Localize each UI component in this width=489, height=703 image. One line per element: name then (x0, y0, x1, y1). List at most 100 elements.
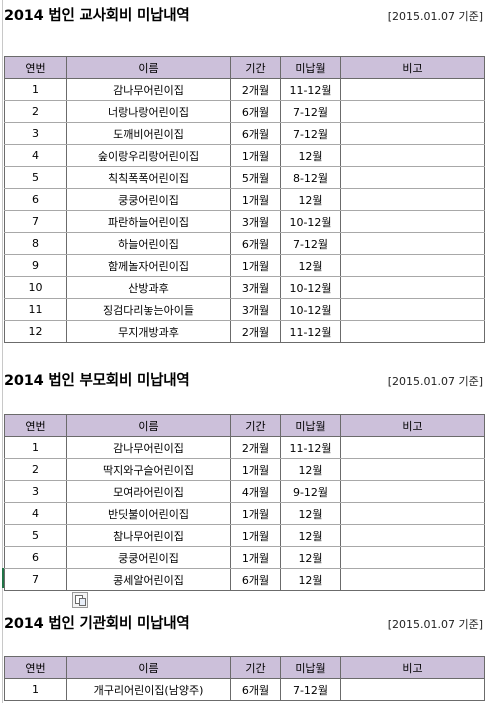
paste-options-icon[interactable] (72, 592, 88, 608)
cell-name[interactable]: 파란하늘어린이집 (66, 210, 231, 233)
cell-name[interactable]: 징검다리놓는아이들 (66, 298, 231, 321)
cell-no[interactable]: 3 (4, 122, 67, 145)
cell-period[interactable]: 1개월 (230, 546, 281, 569)
cell-unpaid-months[interactable]: 9-12월 (280, 480, 341, 503)
cell-name[interactable]: 참나무어린이집 (66, 524, 231, 547)
cell-name[interactable]: 반딧불이어린이집 (66, 502, 231, 525)
cell-period[interactable]: 6개월 (230, 100, 281, 123)
cell-unpaid-months[interactable]: 10-12월 (280, 298, 341, 321)
cell-period[interactable]: 1개월 (230, 188, 281, 211)
cell-no[interactable]: 7 (4, 568, 67, 591)
col-header-unpaid-months[interactable]: 미납월 (280, 656, 341, 679)
cell-name[interactable]: 숲이랑우리랑어린이집 (66, 144, 231, 167)
cell-no[interactable]: 4 (4, 144, 67, 167)
cell-note[interactable] (340, 166, 485, 189)
cell-no[interactable]: 6 (4, 188, 67, 211)
cell-note[interactable] (340, 436, 485, 459)
cell-no[interactable]: 2 (4, 458, 67, 481)
cell-period[interactable]: 6개월 (230, 568, 281, 591)
col-header-unpaid-months[interactable]: 미납월 (280, 414, 341, 437)
cell-note[interactable] (340, 254, 485, 277)
cell-name[interactable]: 도깨비어린이집 (66, 122, 231, 145)
cell-unpaid-months[interactable]: 12월 (280, 144, 341, 167)
cell-note[interactable] (340, 144, 485, 167)
cell-note[interactable] (340, 276, 485, 299)
col-header-name[interactable]: 이름 (66, 56, 231, 79)
cell-unpaid-months[interactable]: 12월 (280, 458, 341, 481)
cell-name[interactable]: 모여라어린이집 (66, 480, 231, 503)
cell-unpaid-months[interactable]: 7-12월 (280, 232, 341, 255)
cell-unpaid-months[interactable]: 11-12월 (280, 78, 341, 101)
cell-unpaid-months[interactable]: 8-12월 (280, 166, 341, 189)
cell-no[interactable]: 1 (4, 436, 67, 459)
cell-period[interactable]: 2개월 (230, 436, 281, 459)
cell-period[interactable]: 6개월 (230, 122, 281, 145)
cell-unpaid-months[interactable]: 7-12월 (280, 122, 341, 145)
col-header-period[interactable]: 기간 (230, 56, 281, 79)
cell-unpaid-months[interactable]: 7-12월 (280, 678, 341, 701)
cell-no[interactable]: 6 (4, 546, 67, 569)
cell-name[interactable]: 칙칙폭폭어린이집 (66, 166, 231, 189)
cell-note[interactable] (340, 678, 485, 701)
col-header-note[interactable]: 비고 (340, 56, 485, 79)
cell-period[interactable]: 3개월 (230, 298, 281, 321)
cell-no[interactable]: 8 (4, 232, 67, 255)
cell-period[interactable]: 2개월 (230, 320, 281, 343)
cell-no[interactable]: 1 (4, 678, 67, 701)
cell-period[interactable]: 5개월 (230, 166, 281, 189)
cell-unpaid-months[interactable]: 12월 (280, 254, 341, 277)
cell-period[interactable]: 1개월 (230, 524, 281, 547)
cell-note[interactable] (340, 320, 485, 343)
cell-note[interactable] (340, 232, 485, 255)
cell-name[interactable]: 무지개방과후 (66, 320, 231, 343)
cell-no[interactable]: 2 (4, 100, 67, 123)
cell-unpaid-months[interactable]: 12월 (280, 502, 341, 525)
col-header-period[interactable]: 기간 (230, 656, 281, 679)
cell-name[interactable]: 감나무어린이집 (66, 436, 231, 459)
cell-no[interactable]: 7 (4, 210, 67, 233)
cell-name[interactable]: 콩세알어린이집 (66, 568, 231, 591)
cell-no[interactable]: 1 (4, 78, 67, 101)
col-header-name[interactable]: 이름 (66, 414, 231, 437)
cell-period[interactable]: 1개월 (230, 458, 281, 481)
cell-name[interactable]: 감나무어린이집 (66, 78, 231, 101)
col-header-period[interactable]: 기간 (230, 414, 281, 437)
cell-period[interactable]: 6개월 (230, 678, 281, 701)
col-header-note[interactable]: 비고 (340, 656, 485, 679)
cell-period[interactable]: 3개월 (230, 276, 281, 299)
cell-period[interactable]: 4개월 (230, 480, 281, 503)
cell-period[interactable]: 2개월 (230, 78, 281, 101)
cell-no[interactable]: 4 (4, 502, 67, 525)
cell-note[interactable] (340, 568, 485, 591)
col-header-name[interactable]: 이름 (66, 656, 231, 679)
cell-note[interactable] (340, 122, 485, 145)
cell-period[interactable]: 1개월 (230, 144, 281, 167)
cell-unpaid-months[interactable]: 12월 (280, 524, 341, 547)
cell-note[interactable] (340, 502, 485, 525)
cell-unpaid-months[interactable]: 10-12월 (280, 210, 341, 233)
cell-name[interactable]: 개구리어린이집(남양주) (66, 678, 231, 701)
cell-period[interactable]: 1개월 (230, 254, 281, 277)
cell-no[interactable]: 10 (4, 276, 67, 299)
cell-name[interactable]: 쿵쿵어린이집 (66, 188, 231, 211)
cell-note[interactable] (340, 210, 485, 233)
col-header-no[interactable]: 연번 (4, 56, 67, 79)
cell-name[interactable]: 하늘어린이집 (66, 232, 231, 255)
cell-unpaid-months[interactable]: 11-12월 (280, 436, 341, 459)
col-header-note[interactable]: 비고 (340, 414, 485, 437)
cell-unpaid-months[interactable]: 10-12월 (280, 276, 341, 299)
cell-note[interactable] (340, 100, 485, 123)
col-header-unpaid-months[interactable]: 미납월 (280, 56, 341, 79)
cell-no[interactable]: 11 (4, 298, 67, 321)
cell-unpaid-months[interactable]: 11-12월 (280, 320, 341, 343)
cell-unpaid-months[interactable]: 7-12월 (280, 100, 341, 123)
cell-note[interactable] (340, 298, 485, 321)
cell-note[interactable] (340, 458, 485, 481)
cell-unpaid-months[interactable]: 12월 (280, 188, 341, 211)
cell-no[interactable]: 5 (4, 166, 67, 189)
cell-period[interactable]: 3개월 (230, 210, 281, 233)
cell-period[interactable]: 1개월 (230, 502, 281, 525)
cell-note[interactable] (340, 78, 485, 101)
cell-no[interactable]: 5 (4, 524, 67, 547)
cell-name[interactable]: 딱지와구슬어린이집 (66, 458, 231, 481)
